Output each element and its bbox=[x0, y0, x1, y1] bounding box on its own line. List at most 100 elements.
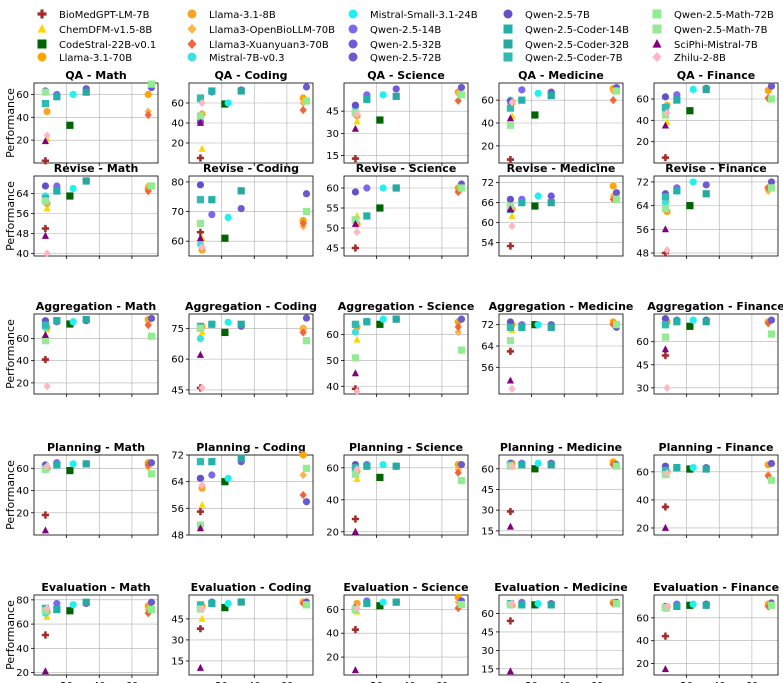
legend-label: Llama-3.1-70B bbox=[59, 53, 132, 64]
legend-item-qwen-2-5-coder-7b: Qwen-2.5-Coder-7B bbox=[503, 52, 623, 64]
plot-area-frame bbox=[498, 313, 624, 395]
data-point-biomedgpt-lm-7b bbox=[351, 154, 360, 163]
legend-label: Qwen-2.5-72B bbox=[370, 53, 441, 64]
y-tick-label: 20 bbox=[636, 523, 649, 534]
data-point-llama3-xuanyuan3-70b bbox=[144, 321, 152, 330]
data-point-mistral-small-3-1-24b bbox=[379, 598, 387, 606]
panel-title: QA - Medicine bbox=[518, 69, 604, 82]
data-point-qwen-2-5-math-72b bbox=[302, 97, 311, 105]
data-point-mistral-7b-v0-3 bbox=[661, 199, 670, 207]
data-point-qwen-2-5-72b bbox=[457, 83, 466, 92]
data-point-sciphi-mistral-7b bbox=[41, 331, 50, 338]
y-tick-label: 60 bbox=[481, 218, 494, 229]
data-point-qwen-2-5-7b bbox=[661, 315, 670, 323]
data-point-biomedgpt-lm-7b bbox=[41, 224, 50, 233]
data-point-qwen-2-5-math-72b bbox=[612, 600, 621, 608]
data-point-qwen-2-5-72b bbox=[457, 461, 466, 469]
data-point-mistral-small-3-1-24b bbox=[534, 600, 542, 608]
y-tick-label: 20 bbox=[16, 668, 29, 679]
legend-marker-codestral-22b-v0-1 bbox=[37, 39, 47, 49]
legend-item-llama-3-1-70b: Llama-3.1-70B bbox=[37, 52, 132, 64]
panel-title: Evaluation - Finance bbox=[653, 581, 779, 594]
data-point-qwen-2-5-coder-7b bbox=[661, 466, 670, 475]
y-tick-label: 20 bbox=[326, 653, 339, 664]
data-point-llama-3-1-70b bbox=[299, 451, 307, 459]
y-tick-label: 64 bbox=[481, 342, 494, 353]
data-point-biomedgpt-lm-7b bbox=[196, 625, 205, 633]
data-point-codestral-22b-v0-1 bbox=[66, 121, 74, 129]
y-axis-label: Performance bbox=[4, 181, 17, 251]
y-tick-label: 48 bbox=[636, 249, 649, 260]
data-point-sciphi-mistral-7b bbox=[41, 667, 50, 675]
data-point-biomedgpt-lm-7b bbox=[661, 351, 670, 360]
legend-label: Qwen-2.5-Coder-14B bbox=[525, 25, 629, 36]
panel-title: Revise - Math bbox=[54, 162, 139, 175]
y-tick-label: 30 bbox=[636, 383, 649, 394]
panel-qa-coding: 20 40 60 QA - Coding bbox=[171, 69, 314, 166]
plot-area-frame bbox=[188, 454, 314, 536]
y-tick-label: 40 bbox=[636, 116, 649, 127]
data-point-sciphi-mistral-7b bbox=[661, 121, 670, 129]
data-point-qwen-2-5-math-72b bbox=[457, 184, 466, 192]
legend-item-qwen-2-5-14b: Qwen-2.5-14B bbox=[348, 24, 441, 36]
data-point-qwen-2-5-math-7b bbox=[661, 204, 670, 213]
data-point-qwen-2-5-coder-7b bbox=[196, 196, 205, 204]
data-point-qwen-2-5-math-72b bbox=[147, 470, 156, 478]
data-point-mistral-small-3-1-24b bbox=[224, 318, 232, 326]
data-point-llama3-xuanyuan3-70b bbox=[764, 471, 772, 481]
y-tick-label: 40 bbox=[636, 495, 649, 506]
data-point-codestral-22b-v0-1 bbox=[221, 604, 229, 612]
data-point-llama-3-1-70b bbox=[609, 182, 617, 190]
panel-qa-medicine: 20 40 60 QA - Medicine bbox=[481, 69, 624, 166]
data-point-qwen-2-5-7b bbox=[41, 182, 50, 190]
data-point-sciphi-mistral-7b bbox=[351, 527, 360, 535]
data-point-qwen-2-5-coder-32b bbox=[392, 184, 400, 192]
panel-aggregation-medicine: 56 64 72 Aggregation - Medicine bbox=[481, 300, 633, 397]
data-point-codestral-22b-v0-1 bbox=[221, 234, 229, 242]
data-point-qwen-2-5-coder-7b bbox=[661, 103, 670, 112]
legend-item-qwen-2-5-coder-32b: Qwen-2.5-Coder-32B bbox=[503, 39, 629, 51]
y-tick-label: 56 bbox=[171, 504, 184, 515]
plot-area-frame bbox=[498, 175, 624, 257]
data-point-zhilu-2-8b bbox=[198, 480, 206, 490]
y-tick-label: 40 bbox=[636, 636, 649, 647]
data-point-qwen-2-5-math-7b bbox=[41, 607, 50, 615]
y-tick-label: 30 bbox=[326, 129, 339, 140]
data-point-biomedgpt-lm-7b bbox=[506, 507, 515, 516]
data-point-qwen-2-5-72b bbox=[302, 314, 311, 322]
data-point-qwen-2-5-math-7b bbox=[41, 465, 50, 474]
y-tick-label: 45 bbox=[326, 244, 339, 255]
panel-qa-finance: 20 40 60 QA - Finance bbox=[636, 69, 779, 166]
data-point-zhilu-2-8b bbox=[43, 462, 51, 471]
x-tick-label: 60 bbox=[746, 681, 759, 683]
data-point-zhilu-2-8b bbox=[663, 383, 671, 392]
data-point-qwen-2-5-32b bbox=[702, 181, 710, 189]
legend-label: Qwen-2.5-Math-7B bbox=[674, 25, 768, 36]
data-point-qwen-2-5-math-72b bbox=[302, 207, 311, 216]
data-point-zhilu-2-8b bbox=[198, 383, 206, 392]
data-point-qwen-2-5-72b bbox=[767, 459, 776, 468]
data-point-llama3-openbiollm-70b bbox=[299, 470, 307, 480]
data-point-biomedgpt-lm-7b bbox=[351, 626, 360, 634]
panel-title: QA - Finance bbox=[677, 69, 755, 82]
plot-area-frame bbox=[498, 594, 624, 676]
data-point-zhilu-2-8b bbox=[43, 382, 51, 391]
data-point-codestral-22b-v0-1 bbox=[686, 322, 694, 330]
y-tick-label: 20 bbox=[16, 136, 29, 147]
data-point-qwen-2-5-coder-14b bbox=[673, 96, 681, 104]
y-axis-label: Performance bbox=[4, 319, 17, 389]
legend-item-codestral-22b-v0-1: CodeStral-22B-v0.1 bbox=[37, 39, 156, 51]
plot-area-frame bbox=[343, 313, 469, 395]
data-point-llama-3-1-8b bbox=[43, 107, 51, 116]
plot-area-frame bbox=[498, 454, 624, 536]
panel-title: Evaluation - Science bbox=[343, 581, 468, 594]
data-point-qwen-2-5-math-72b bbox=[147, 80, 156, 88]
x-tick-label: 40 bbox=[93, 681, 106, 683]
data-point-qwen-2-5-math-72b bbox=[612, 321, 621, 329]
y-tick-label: 30 bbox=[171, 635, 184, 646]
data-point-qwen-2-5-72b bbox=[147, 598, 156, 606]
data-point-sciphi-mistral-7b bbox=[506, 522, 515, 530]
y-tick-label: 60 bbox=[171, 355, 184, 366]
data-point-codestral-22b-v0-1 bbox=[66, 320, 74, 328]
data-point-qwen-2-5-coder-32b bbox=[702, 601, 710, 609]
